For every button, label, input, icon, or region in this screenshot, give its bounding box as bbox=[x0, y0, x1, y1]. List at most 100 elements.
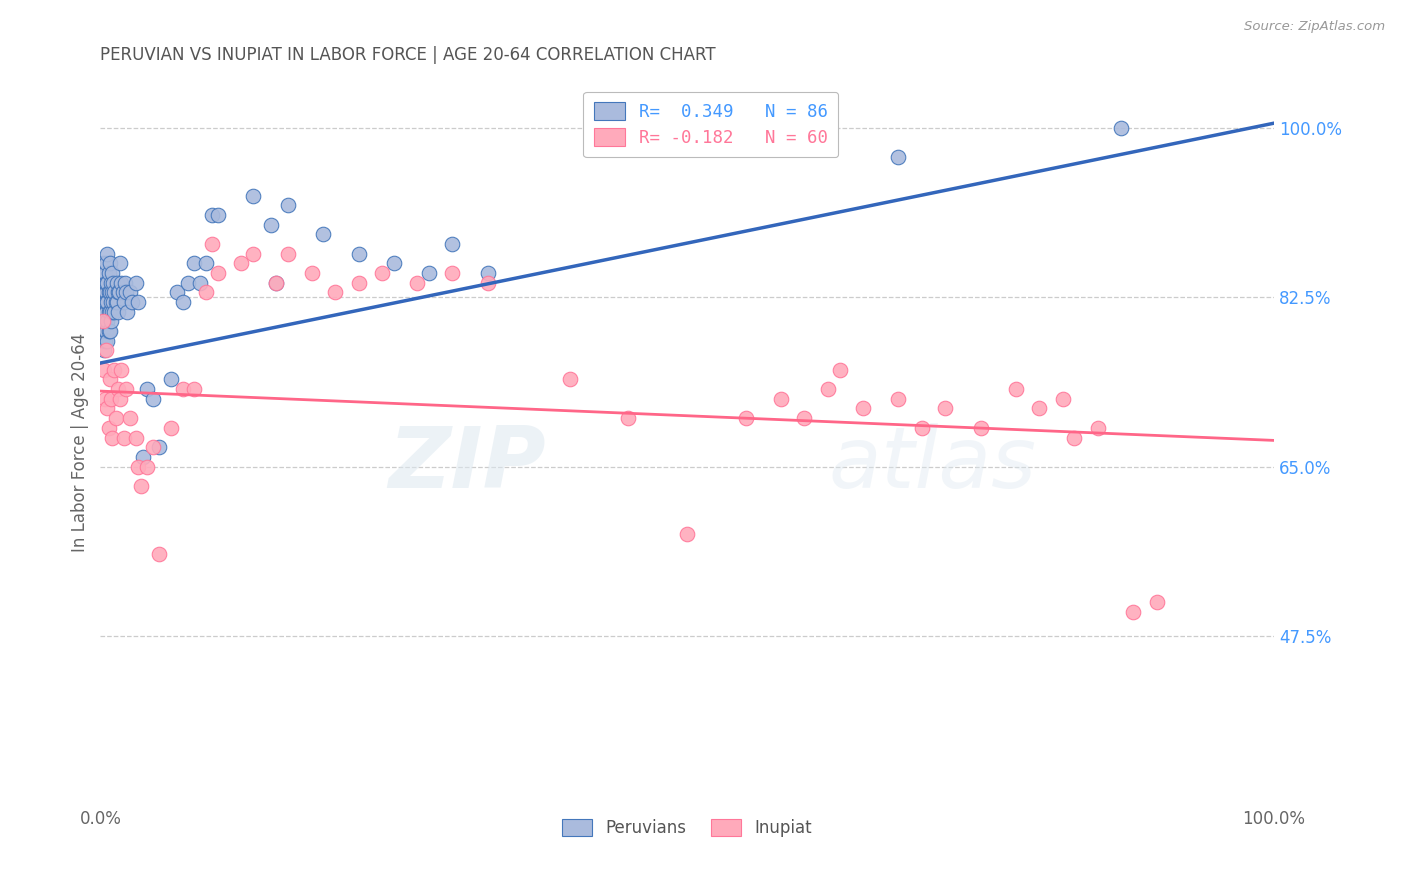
Point bbox=[100, 314, 122, 328]
Point bbox=[1122, 605, 1144, 619]
Point bbox=[103, 276, 125, 290]
Point bbox=[277, 198, 299, 212]
Point bbox=[172, 382, 194, 396]
Point bbox=[96, 276, 118, 290]
Point bbox=[103, 305, 125, 319]
Point bbox=[93, 363, 115, 377]
Point bbox=[96, 343, 118, 358]
Point bbox=[107, 382, 129, 396]
Point bbox=[1028, 401, 1050, 416]
Point bbox=[96, 295, 118, 310]
Point bbox=[112, 295, 135, 310]
Point bbox=[110, 276, 132, 290]
Point bbox=[418, 266, 440, 280]
Point bbox=[104, 411, 127, 425]
Point bbox=[97, 421, 120, 435]
Point bbox=[406, 276, 429, 290]
Point bbox=[96, 334, 118, 348]
Point bbox=[97, 305, 120, 319]
Point bbox=[231, 256, 253, 270]
Point bbox=[121, 295, 143, 310]
Point bbox=[194, 256, 217, 270]
Point bbox=[96, 314, 118, 328]
Point bbox=[97, 266, 120, 280]
Point bbox=[127, 459, 149, 474]
Point bbox=[617, 411, 640, 425]
Point bbox=[188, 276, 211, 290]
Point bbox=[98, 256, 121, 270]
Point bbox=[277, 246, 299, 260]
Point bbox=[911, 421, 934, 435]
Point bbox=[103, 285, 125, 300]
Point bbox=[852, 401, 875, 416]
Point bbox=[477, 276, 499, 290]
Point bbox=[441, 266, 464, 280]
Point bbox=[118, 285, 141, 300]
Point bbox=[101, 430, 124, 444]
Point bbox=[91, 295, 114, 310]
Point bbox=[100, 392, 122, 406]
Point bbox=[93, 314, 115, 328]
Point bbox=[159, 421, 181, 435]
Point bbox=[201, 237, 224, 252]
Point bbox=[91, 256, 114, 270]
Point bbox=[142, 440, 165, 454]
Point bbox=[110, 392, 132, 406]
Point bbox=[110, 256, 132, 270]
Point bbox=[887, 392, 910, 406]
Text: PERUVIAN VS INUPIAT IN LABOR FORCE | AGE 20-64 CORRELATION CHART: PERUVIAN VS INUPIAT IN LABOR FORCE | AGE… bbox=[100, 46, 716, 64]
Point bbox=[312, 227, 335, 242]
Point bbox=[136, 382, 159, 396]
Point bbox=[769, 392, 792, 406]
Point bbox=[96, 324, 118, 338]
Point bbox=[96, 276, 118, 290]
Point bbox=[194, 285, 217, 300]
Point bbox=[817, 382, 839, 396]
Point bbox=[118, 411, 141, 425]
Point bbox=[91, 324, 114, 338]
Point bbox=[94, 314, 117, 328]
Point bbox=[242, 188, 264, 202]
Point bbox=[1052, 392, 1074, 406]
Point bbox=[93, 276, 115, 290]
Point bbox=[934, 401, 956, 416]
Point bbox=[98, 305, 121, 319]
Point bbox=[136, 459, 159, 474]
Point bbox=[93, 285, 115, 300]
Point bbox=[1146, 595, 1168, 609]
Point bbox=[96, 246, 118, 260]
Point bbox=[115, 382, 138, 396]
Point bbox=[94, 285, 117, 300]
Point bbox=[148, 547, 170, 561]
Point bbox=[183, 256, 205, 270]
Point bbox=[96, 401, 118, 416]
Point bbox=[887, 150, 910, 164]
Point bbox=[734, 411, 756, 425]
Point bbox=[131, 450, 153, 464]
Point bbox=[104, 295, 127, 310]
Point bbox=[1063, 430, 1085, 444]
Point bbox=[100, 295, 122, 310]
Point bbox=[100, 276, 122, 290]
Legend: Peruvians, Inupiat: Peruvians, Inupiat bbox=[555, 813, 818, 844]
Point bbox=[98, 324, 121, 338]
Point bbox=[259, 218, 281, 232]
Point bbox=[96, 295, 118, 310]
Point bbox=[676, 527, 699, 541]
Point bbox=[111, 285, 134, 300]
Point bbox=[94, 334, 117, 348]
Point bbox=[347, 276, 370, 290]
Point bbox=[90, 285, 112, 300]
Point bbox=[101, 305, 124, 319]
Point bbox=[107, 305, 129, 319]
Point bbox=[107, 285, 129, 300]
Point bbox=[96, 285, 118, 300]
Point bbox=[793, 411, 815, 425]
Point bbox=[97, 285, 120, 300]
Point bbox=[90, 334, 112, 348]
Point bbox=[96, 305, 118, 319]
Point bbox=[103, 363, 125, 377]
Point bbox=[91, 314, 114, 328]
Point bbox=[166, 285, 188, 300]
Text: ZIP: ZIP bbox=[388, 423, 547, 506]
